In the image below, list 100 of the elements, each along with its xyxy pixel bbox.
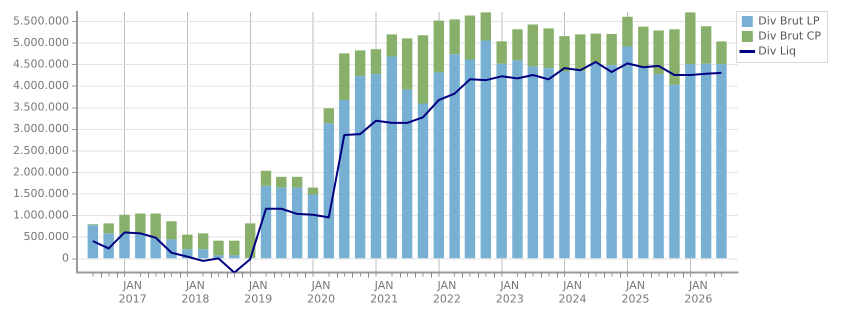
bar: [213, 240, 224, 256]
bar: [292, 176, 302, 188]
x-tick-label: JAN 2017: [118, 279, 147, 306]
bar: [276, 188, 287, 258]
bar: [590, 34, 602, 64]
y-tick-label: 5.500.000: [13, 14, 69, 28]
bar: [103, 233, 114, 258]
legend-label: Div Liq: [758, 44, 796, 58]
bar: [606, 34, 617, 66]
bar: [386, 56, 398, 258]
y-tick-label: 4.500.000: [13, 57, 69, 70]
bar: [244, 223, 256, 258]
bar: [119, 234, 130, 258]
bar: [496, 41, 507, 64]
bar: [590, 64, 602, 258]
bar: [700, 64, 712, 258]
bar: [198, 233, 208, 250]
bar: [324, 123, 334, 258]
bar: [402, 90, 412, 258]
bar: [135, 213, 146, 234]
bar: [229, 240, 240, 256]
y-tick-label: 0: [62, 252, 69, 265]
bar: [449, 19, 460, 54]
bar: [418, 103, 428, 258]
bar: [166, 221, 177, 240]
bar: [354, 50, 366, 76]
bar: [669, 29, 680, 85]
bar: [449, 54, 460, 258]
x-tick-label: JAN 2021: [370, 279, 398, 306]
bar: [700, 26, 712, 64]
y-tick-label: 2.500.000: [13, 144, 69, 157]
bar: [370, 49, 382, 74]
x-tick-label: JAN 2022: [432, 279, 461, 306]
bar: [292, 188, 302, 258]
bar: [575, 71, 586, 258]
bar: [622, 46, 633, 258]
bar: [150, 213, 161, 239]
y-tick-label: 2.000.000: [13, 165, 69, 178]
bar: [308, 194, 318, 258]
bar: [622, 16, 633, 47]
bar: [480, 12, 492, 40]
bar: [685, 12, 696, 64]
bar: [434, 20, 444, 72]
bar: [716, 64, 727, 258]
bar: [559, 36, 570, 72]
bar: [543, 68, 554, 258]
bar: [528, 66, 538, 258]
bar: [150, 238, 161, 258]
x-tick-label: JAN 2023: [496, 279, 524, 306]
bar: [606, 65, 617, 258]
bar: [685, 64, 696, 258]
bar: [669, 84, 680, 258]
x-tick-label: JAN 2018: [181, 279, 210, 306]
bar: [402, 38, 412, 90]
y-tick-label: 1.500.000: [13, 186, 69, 200]
y-tick-label: 5.000.000: [13, 36, 69, 49]
x-tick-label: JAN 2025: [622, 279, 650, 306]
y-tick-label: 500.000: [23, 230, 69, 244]
y-tick-label: 3.000.000: [13, 122, 69, 136]
bar: [464, 15, 476, 60]
x-tick-label: JAN 2019: [244, 279, 272, 306]
y-tick-label: 3.500.000: [13, 100, 69, 114]
bar: [480, 40, 492, 258]
bar: [198, 249, 208, 258]
x-tick-label: JAN 2020: [307, 279, 336, 306]
bar: [386, 34, 398, 56]
bar: [543, 28, 554, 68]
bar: [512, 29, 523, 60]
bar: [354, 76, 366, 258]
bar: [418, 35, 428, 104]
bar: [308, 188, 318, 195]
bar: [324, 108, 334, 124]
bar: [103, 223, 114, 234]
bar: [653, 30, 664, 74]
y-tick-label: 1.000.000: [13, 208, 69, 222]
bar: [496, 64, 507, 258]
bar: [135, 233, 146, 258]
bar: [638, 66, 649, 258]
bar: [528, 24, 538, 66]
bar: [276, 176, 287, 188]
bar: [260, 170, 272, 186]
x-tick-label: JAN 2024: [558, 279, 587, 306]
bar: [653, 74, 664, 258]
bar: [260, 186, 272, 258]
bar: [182, 234, 193, 250]
legend-label: Div Brut LP: [758, 14, 820, 28]
bar: [88, 225, 98, 258]
bar: [370, 74, 382, 258]
bar: [464, 59, 476, 258]
bar: [716, 41, 727, 64]
bar: [638, 26, 649, 66]
legend-label: Div Brut CP: [758, 29, 822, 42]
x-tick-label: JAN 2026: [684, 279, 712, 306]
bar: [229, 255, 240, 258]
bar: [559, 72, 570, 258]
y-tick-label: 4.000.000: [13, 79, 69, 92]
bar: [512, 60, 523, 258]
bar: [339, 100, 350, 258]
bar: [575, 34, 586, 72]
bar: [339, 53, 350, 100]
